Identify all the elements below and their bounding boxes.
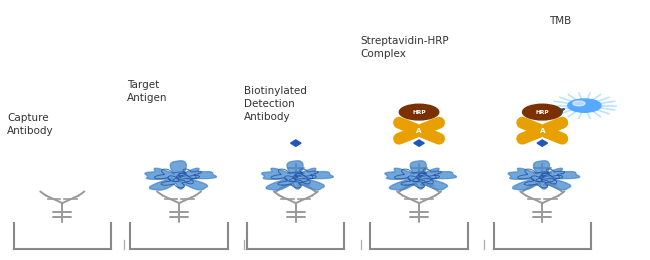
- Polygon shape: [291, 140, 301, 146]
- Text: Streptavidin-HRP
Complex: Streptavidin-HRP Complex: [361, 36, 449, 59]
- Text: TMB: TMB: [549, 16, 571, 26]
- Circle shape: [399, 104, 439, 120]
- Text: A: A: [416, 128, 422, 134]
- Polygon shape: [262, 161, 333, 190]
- Text: Biotinylated
Detection
Antibody: Biotinylated Detection Antibody: [244, 86, 307, 122]
- Text: A: A: [540, 128, 545, 134]
- Circle shape: [523, 104, 562, 120]
- Text: HRP: HRP: [412, 109, 426, 115]
- Text: Target
Antigen: Target Antigen: [127, 80, 168, 103]
- Polygon shape: [414, 140, 424, 146]
- Circle shape: [573, 101, 585, 106]
- Polygon shape: [537, 140, 547, 146]
- Text: HRP: HRP: [536, 109, 549, 115]
- Text: Capture
Antibody: Capture Antibody: [7, 113, 54, 136]
- Polygon shape: [508, 161, 580, 190]
- Polygon shape: [385, 161, 456, 190]
- Circle shape: [568, 99, 601, 112]
- Polygon shape: [145, 161, 216, 190]
